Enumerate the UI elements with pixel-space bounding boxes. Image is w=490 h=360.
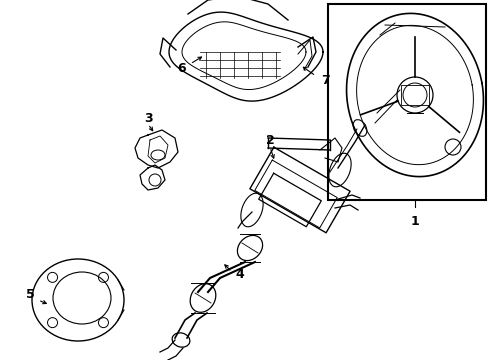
Bar xyxy=(328,4,486,200)
Text: 7: 7 xyxy=(320,73,329,86)
Text: 4: 4 xyxy=(236,269,245,282)
Text: 5: 5 xyxy=(25,288,34,302)
Text: 3: 3 xyxy=(144,112,152,125)
Text: 6: 6 xyxy=(178,62,186,75)
Text: 2: 2 xyxy=(266,134,274,147)
Text: 1: 1 xyxy=(411,215,419,228)
Bar xyxy=(401,85,429,105)
